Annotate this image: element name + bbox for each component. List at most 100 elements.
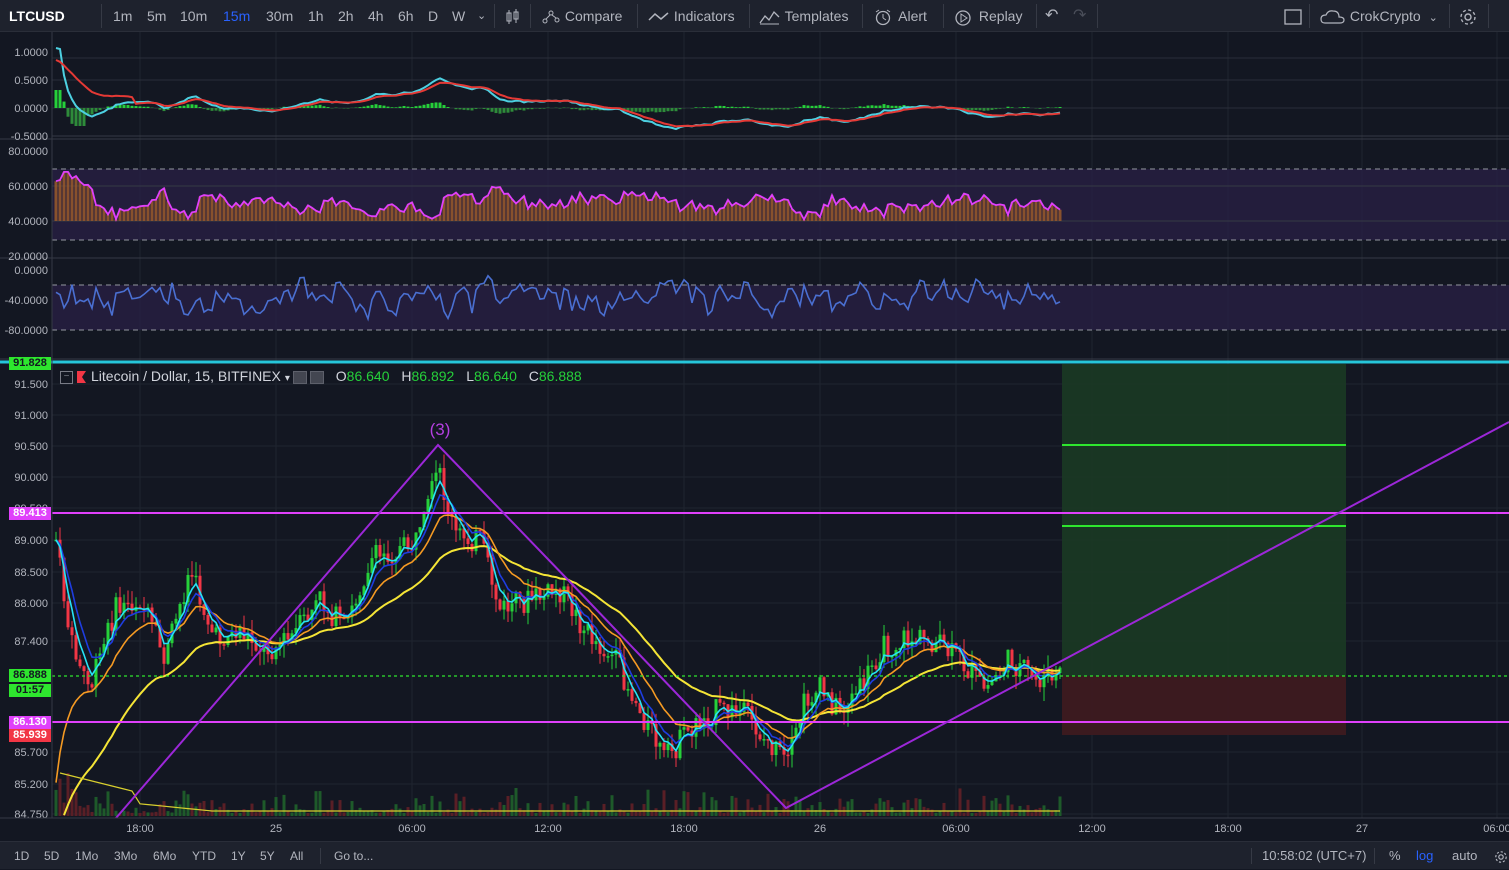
volume-bar [915,798,918,816]
range-1y-button[interactable]: 1Y [231,842,246,870]
rsi-hist-bar [739,205,742,221]
compare-label: Compare [565,8,623,24]
interval-w-button[interactable]: W [452,0,465,32]
volume-bar [903,803,906,816]
replay-icon [953,8,975,26]
symbol-search-button[interactable]: LTCUSD [9,0,65,32]
range-3mo-button[interactable]: 3Mo [114,842,137,870]
interval-15m-button[interactable]: 15m [223,0,250,32]
interval-1m-button[interactable]: 1m [113,0,132,32]
macd-hist-bar [399,107,402,108]
percent-scale-toggle[interactable]: % [1389,842,1401,870]
volume-bar [943,803,946,816]
clock-readout[interactable]: 10:58:02 (UTC+7) [1262,842,1366,870]
rsi-hist-bar [683,208,686,221]
chart-settings-button[interactable] [1494,842,1508,870]
auto-scale-toggle[interactable]: auto [1452,842,1477,870]
candle-body [271,654,274,659]
rsi-hist-bar [135,208,138,221]
interval-4h-button[interactable]: 4h [368,0,384,32]
replay-button[interactable]: Replay [953,0,1022,32]
volume-bar [135,808,138,816]
range-1d-button[interactable]: 1D [14,842,29,870]
candle-body [439,468,442,473]
redo-icon[interactable]: ↷ [1073,0,1086,32]
layout-account-button[interactable]: CrokCrypto ⌄ [1320,0,1438,32]
candle-body [635,701,638,703]
range-all-button[interactable]: All [290,842,303,870]
log-scale-toggle[interactable]: log [1416,842,1433,870]
wr-band [52,285,1509,330]
range-1mo-button[interactable]: 1Mo [75,842,98,870]
volume-bar [115,811,118,816]
flag-icon[interactable] [77,371,86,383]
macd-hist-bar [191,104,194,108]
candles-style-icon[interactable] [505,0,521,32]
macd-hist-bar [371,105,374,108]
interval-5m-button[interactable]: 5m [147,0,166,32]
rsi-hist-bar [659,198,662,221]
series-title[interactable]: Litecoin / Dollar, 15, BITFINEX [91,368,281,384]
target-zone[interactable] [1062,364,1346,676]
settings-button[interactable] [1458,0,1478,32]
goto-button[interactable]: Go to... [334,842,373,870]
candle-body [511,603,514,611]
collapse-icon[interactable]: − [60,371,73,384]
rsi-hist-bar [851,209,854,221]
rsi-hist-bar [767,200,770,221]
candle-body [507,601,510,612]
candle-body [631,689,634,701]
rsi-hist-bar [983,195,986,221]
chart-canvas[interactable]: (3) 1.00000.50000.0000-0.500080.000060.0… [0,32,1509,841]
fullscreen-button[interactable] [1284,0,1302,32]
alert-button[interactable]: Alert [873,0,927,32]
candle-body [339,607,342,618]
interval-1h-button[interactable]: 1h [308,0,324,32]
macd-hist-bar [471,108,474,110]
macd-hist-bar [643,108,646,113]
rsi-hist-bar [1027,204,1030,221]
rsi-hist-bar [215,201,218,221]
volume-bar [319,791,322,816]
rsi-hist-bar [55,181,58,221]
toolbar-divider [637,4,638,28]
interval-d-button[interactable]: D [428,0,438,32]
caret-down-icon[interactable]: ▾ [285,373,290,384]
visibility-icon[interactable] [293,371,307,384]
macd-hist-bar [135,106,138,108]
time-label: 18:00 [126,823,154,835]
volume-bar [427,812,430,816]
rsi-hist-bar [971,204,974,221]
interval-2h-button[interactable]: 2h [338,0,354,32]
rsi-hist-bar [775,202,778,221]
rsi-hist-bar [63,172,66,221]
templates-button[interactable]: Templates [759,0,848,32]
interval-30m-button[interactable]: 30m [266,0,293,32]
volume-bar [535,813,538,816]
stop-zone[interactable] [1062,676,1346,735]
rsi-hist-bar [447,195,450,221]
range-6mo-button[interactable]: 6Mo [153,842,176,870]
candle-body [583,630,586,633]
settings-small-icon[interactable] [310,371,324,384]
chevron-down-icon[interactable]: ⌄ [477,0,486,32]
indicators-button[interactable]: Indicators [648,0,735,32]
volume-bar [799,800,802,816]
rsi-hist-bar [1059,210,1062,221]
macd-hist-bar [995,108,998,109]
macd-hist-bar [63,102,66,108]
volume-bar [823,809,826,816]
rsi-hist-bar [343,201,346,221]
rsi-hist-bar [171,209,174,221]
rsi-hist-bar [211,195,214,221]
interval-6h-button[interactable]: 6h [398,0,414,32]
compare-button[interactable]: Compare [541,0,622,32]
interval-10m-button[interactable]: 10m [180,0,207,32]
rsi-hist-bar [391,204,394,221]
range-5y-button[interactable]: 5Y [260,842,275,870]
range-5d-button[interactable]: 5D [44,842,59,870]
range-ytd-button[interactable]: YTD [192,842,216,870]
macd-hist-bar [587,108,590,109]
candle-body [223,644,226,646]
undo-icon[interactable]: ↶ [1045,0,1058,32]
